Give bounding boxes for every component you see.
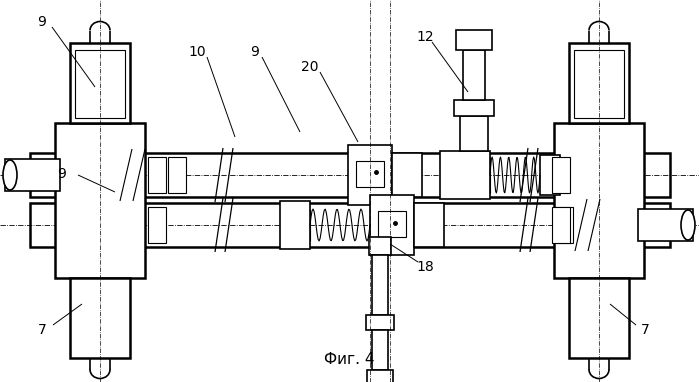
Bar (30, 153, 670, 197)
Ellipse shape (681, 210, 695, 240)
Bar (378, 211, 406, 237)
Text: 12: 12 (416, 30, 434, 44)
Bar (574, 50, 624, 118)
Bar (552, 157, 570, 193)
Bar (348, 145, 392, 205)
Bar (372, 330, 388, 370)
Bar (370, 195, 414, 255)
Bar (454, 100, 494, 116)
Text: 9: 9 (38, 15, 46, 29)
Bar (554, 123, 644, 277)
Bar (148, 157, 166, 193)
Bar (70, 42, 130, 123)
Bar (168, 157, 186, 193)
Bar (75, 50, 125, 118)
Bar (366, 315, 394, 330)
Bar (569, 277, 629, 358)
Bar (280, 201, 310, 249)
Bar (638, 209, 693, 241)
Text: 20: 20 (301, 60, 319, 74)
Bar (456, 30, 492, 50)
Text: 7: 7 (640, 323, 649, 337)
Text: 9: 9 (250, 45, 259, 59)
Bar (540, 155, 560, 195)
Text: 10: 10 (188, 45, 206, 59)
Bar (372, 255, 388, 315)
Ellipse shape (3, 160, 17, 190)
Bar (555, 207, 573, 243)
Text: 7: 7 (38, 323, 46, 337)
Bar (414, 203, 444, 247)
Text: 18: 18 (416, 260, 434, 274)
Bar (55, 123, 145, 277)
Bar (460, 116, 488, 151)
Bar (369, 237, 391, 255)
Bar (440, 151, 490, 199)
Bar (569, 42, 629, 123)
Bar (392, 153, 422, 197)
Bar (356, 161, 384, 187)
Bar (148, 207, 166, 243)
Bar (30, 203, 670, 247)
Bar (463, 50, 485, 100)
Bar (367, 370, 393, 382)
Bar (5, 159, 60, 191)
Bar (70, 277, 130, 358)
Text: Фиг. 4: Фиг. 4 (324, 353, 374, 367)
Bar (552, 207, 570, 243)
Text: 9: 9 (57, 167, 66, 181)
